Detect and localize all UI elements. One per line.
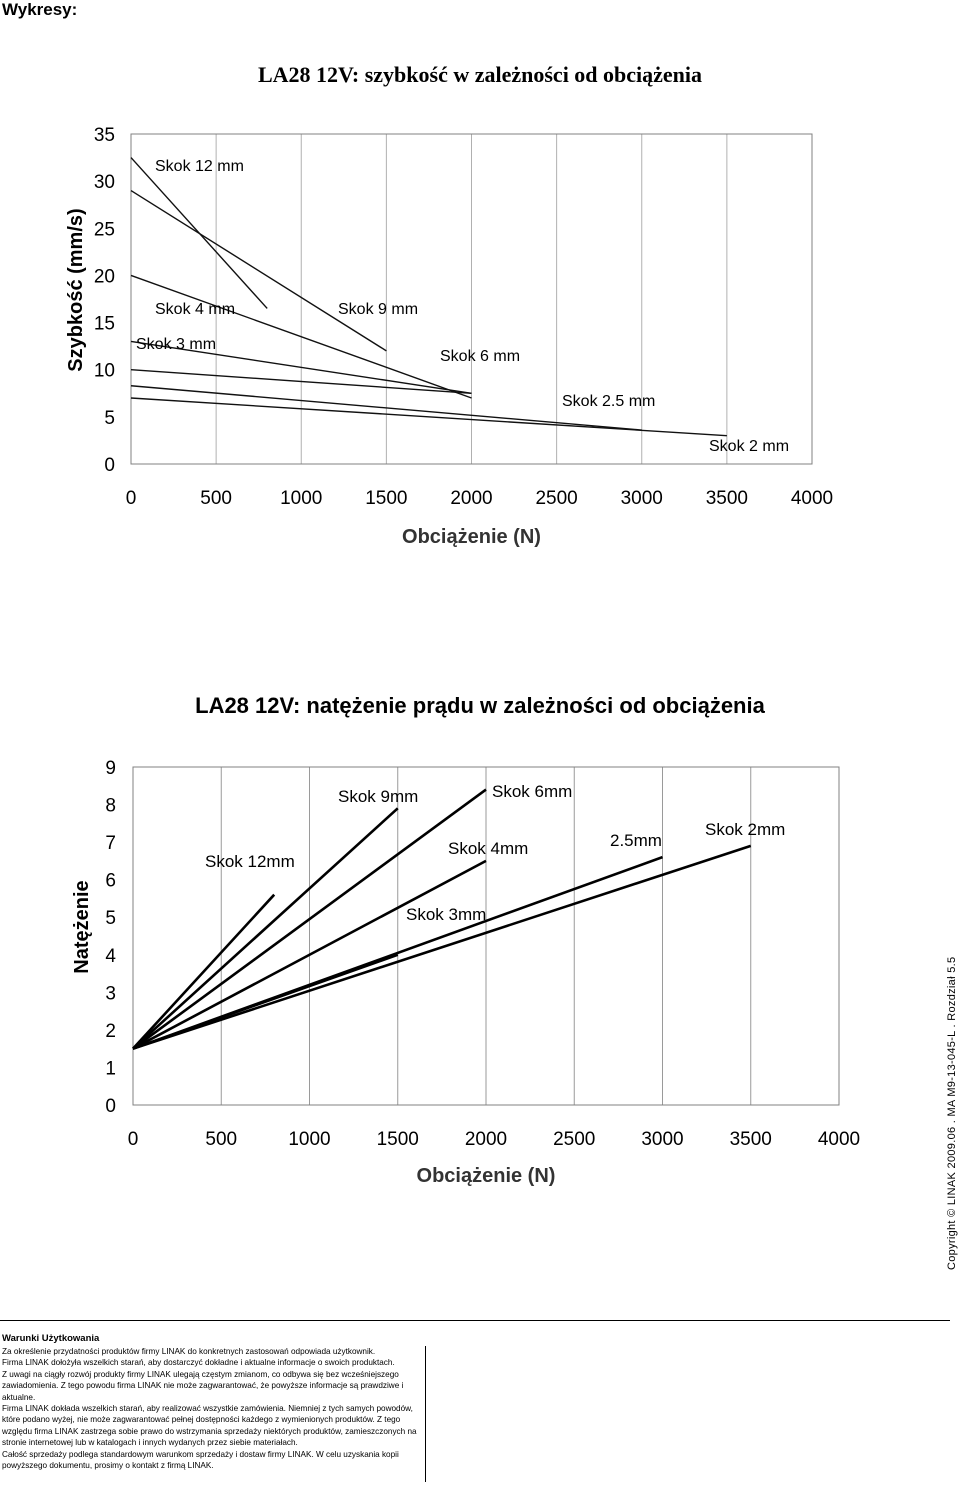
x-tick-label: 2500 [553, 1129, 595, 1150]
y-tick-label: 5 [105, 908, 116, 929]
series-label: Skok 4 mm [155, 301, 235, 318]
x-tick-label: 2000 [450, 488, 492, 509]
y-tick-label: 35 [94, 125, 115, 146]
y-tick-label: 25 [94, 219, 115, 240]
terms-column-rule [425, 1346, 426, 1482]
series-label: Skok 4mm [448, 839, 528, 858]
x-tick-label: 500 [200, 488, 232, 509]
series-label: Skok 6 mm [440, 348, 520, 365]
current-chart-title: LA28 12V: natężenie prądu w zależności o… [195, 693, 765, 718]
x-axis-label: Obciążenie (N) [417, 1165, 556, 1187]
series-line [132, 893, 276, 1050]
series-line [130, 189, 387, 352]
y-tick-label: 2 [105, 1021, 116, 1042]
series-label: Skok 9 mm [338, 301, 418, 318]
series-line [132, 855, 663, 1050]
x-tick-label: 3500 [730, 1129, 772, 1150]
speed-chart-title: LA28 12V: szybkość w zależności od obcią… [257, 62, 703, 87]
current-chart: 0 1 2 3 4 5 6 7 8 9 0 500 1000 1500 2000 2500 3000 3500 40… [71, 758, 860, 1187]
series-label: Skok 3 mm [136, 336, 216, 353]
series-label: Skok 9mm [338, 787, 418, 806]
x-tick-label: 0 [126, 488, 137, 509]
x-tick-label: 4000 [818, 1129, 860, 1150]
series-label: Skok 6mm [492, 782, 572, 801]
x-tick-label: 1500 [377, 1129, 419, 1150]
series-line [132, 788, 487, 1050]
plot-frame [132, 766, 840, 1106]
y-tick-label: 10 [94, 361, 115, 382]
x-tick-label: 1000 [288, 1129, 330, 1150]
terms-title: Warunki Użytkowania [2, 1333, 100, 1344]
terms-of-use: Warunki Użytkowania Za określenie przyda… [2, 1333, 422, 1471]
y-tick-label: 15 [94, 314, 115, 335]
y-tick-label: 1 [105, 1058, 116, 1079]
y-tick-label: 8 [105, 796, 116, 817]
x-tick-label: 0 [128, 1129, 139, 1150]
x-tick-label: 3500 [706, 488, 748, 509]
terms-paragraph: Z uwagi na ciągły rozwój produkty firmy … [2, 1369, 404, 1402]
plot-frame [130, 133, 813, 465]
series-label: Skok 12 mm [155, 158, 244, 175]
terms-paragraph: Całość sprzedaży podlega standardowym wa… [2, 1449, 399, 1471]
x-tick-label: 1000 [280, 488, 322, 509]
x-tick-label: 1500 [365, 488, 407, 509]
series-line [132, 807, 399, 1050]
series-line [132, 844, 752, 1050]
speed-chart: 0 5 10 15 20 25 30 35 0 500 1000 1500 2000 2500 3000 35… [65, 125, 833, 548]
x-tick-label: 2000 [465, 1129, 507, 1150]
y-tick-label: 4 [105, 946, 116, 967]
x-tick-label: 2500 [535, 488, 577, 509]
y-tick-label: 0 [105, 1096, 116, 1117]
x-tick-label: 4000 [791, 488, 833, 509]
terms-paragraph: Firma LINAK dokłada wszelkich starań, ab… [2, 1404, 417, 1448]
series-line [130, 369, 472, 394]
y-tick-label: 6 [105, 871, 116, 892]
copyright-note: Copyright © LINAK 2009.06 . MA M9-13-045… [946, 956, 958, 1270]
y-tick-label: 7 [105, 833, 116, 854]
series-label: Skok 2 mm [709, 438, 789, 455]
x-tick-label: 500 [205, 1129, 237, 1150]
series-line [132, 859, 487, 1050]
y-axis-label: Szybkość (mm/s) [65, 208, 87, 371]
y-tick-label: 30 [94, 172, 115, 193]
series-label: Skok 2.5 mm [562, 393, 655, 410]
y-tick-label: 9 [105, 758, 116, 779]
y-axis-label: Natężenie [71, 880, 93, 973]
series-label: Skok 3mm [406, 905, 486, 924]
section-heading: Wykresy: [2, 0, 78, 19]
series-line [130, 385, 642, 431]
series-line [130, 274, 472, 399]
series-line [130, 397, 727, 437]
y-tick-label: 0 [104, 455, 115, 476]
y-tick-label: 3 [105, 983, 116, 1004]
x-axis-label: Obciążenie (N) [402, 526, 541, 548]
terms-paragraph: Firma LINAK dołożyła wszelkich starań, a… [2, 1358, 395, 1368]
x-tick-label: 3000 [621, 488, 663, 509]
terms-divider [0, 1320, 950, 1321]
series-line [130, 340, 472, 394]
terms-paragraph: Za określenie przydatności produktów fir… [2, 1347, 376, 1356]
series-label: Skok 2mm [705, 820, 785, 839]
y-tick-label: 5 [104, 408, 115, 429]
series-label: Skok 12mm [205, 852, 295, 871]
y-tick-label: 20 [94, 266, 115, 287]
x-tick-label: 3000 [641, 1129, 683, 1150]
series-label: 2.5mm [610, 831, 662, 850]
